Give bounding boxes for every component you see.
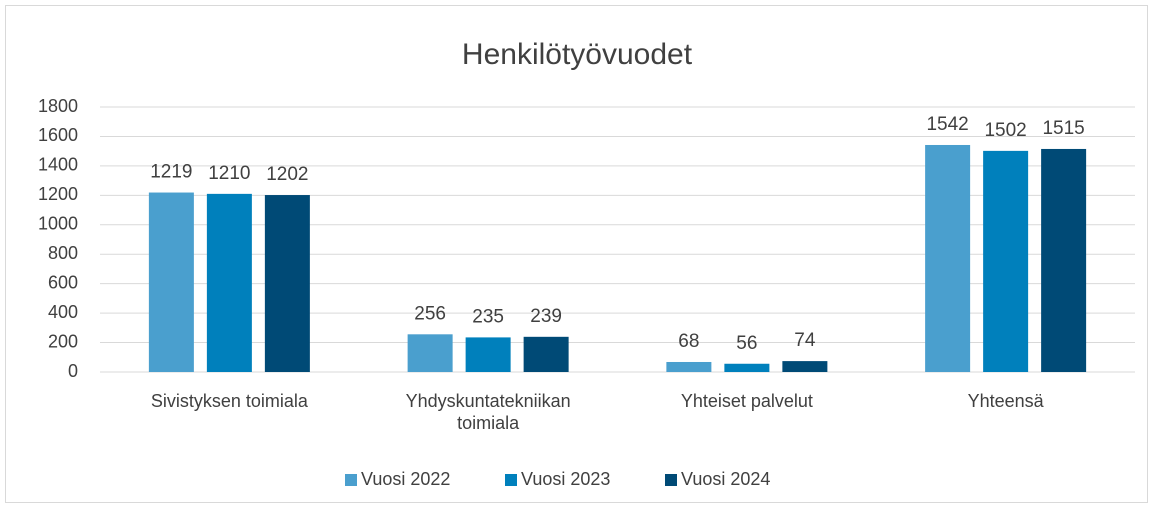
bar (264, 195, 310, 372)
y-tick-label: 800 (48, 243, 78, 263)
data-label: 1219 (150, 162, 192, 183)
data-label: 68 (678, 331, 699, 352)
y-tick-label: 600 (48, 272, 78, 292)
bar (465, 337, 511, 372)
data-label: 1202 (266, 164, 308, 185)
data-label: 256 (414, 303, 446, 324)
x-tick-label: Yhteiset palvelut (680, 391, 813, 411)
data-label: 235 (472, 306, 504, 327)
bar (983, 150, 1029, 372)
y-tick-label: 1800 (38, 96, 78, 116)
x-tick-label: Sivistyksen toimiala (150, 391, 308, 411)
chart-title: Henkilötyövuodet (462, 38, 693, 71)
y-tick-label: 1400 (38, 155, 78, 175)
data-label: 1515 (1042, 118, 1084, 139)
x-tick-label: Yhteensä (967, 391, 1044, 411)
y-tick-label: 1600 (38, 125, 78, 145)
bar (407, 334, 453, 372)
bar (724, 363, 770, 372)
legend-label: Vuosi 2023 (521, 469, 610, 489)
x-tick-label: Yhdyskuntatekniikan toimiala (405, 391, 571, 433)
legend-swatch (505, 474, 517, 486)
bar (666, 361, 712, 372)
y-tick-label: 1200 (38, 184, 78, 204)
y-tick-label: 1000 (38, 214, 78, 234)
legend-swatch (665, 474, 677, 486)
legend-label: Vuosi 2024 (681, 469, 770, 489)
y-tick-label: 200 (48, 331, 78, 351)
bar (206, 193, 252, 372)
data-label: 1210 (208, 163, 250, 184)
bar (523, 336, 569, 372)
bar (782, 361, 828, 372)
bar (148, 192, 194, 372)
legend-swatch (345, 474, 357, 486)
data-label: 1502 (984, 120, 1026, 141)
legend-label: Vuosi 2022 (361, 469, 450, 489)
bar (925, 144, 971, 372)
data-label: 239 (530, 306, 562, 327)
data-label: 74 (794, 330, 816, 351)
y-tick-label: 400 (48, 302, 78, 322)
bar (1041, 148, 1087, 372)
data-label: 1542 (926, 114, 968, 135)
data-label: 56 (736, 333, 757, 354)
y-tick-label: 0 (68, 361, 78, 381)
